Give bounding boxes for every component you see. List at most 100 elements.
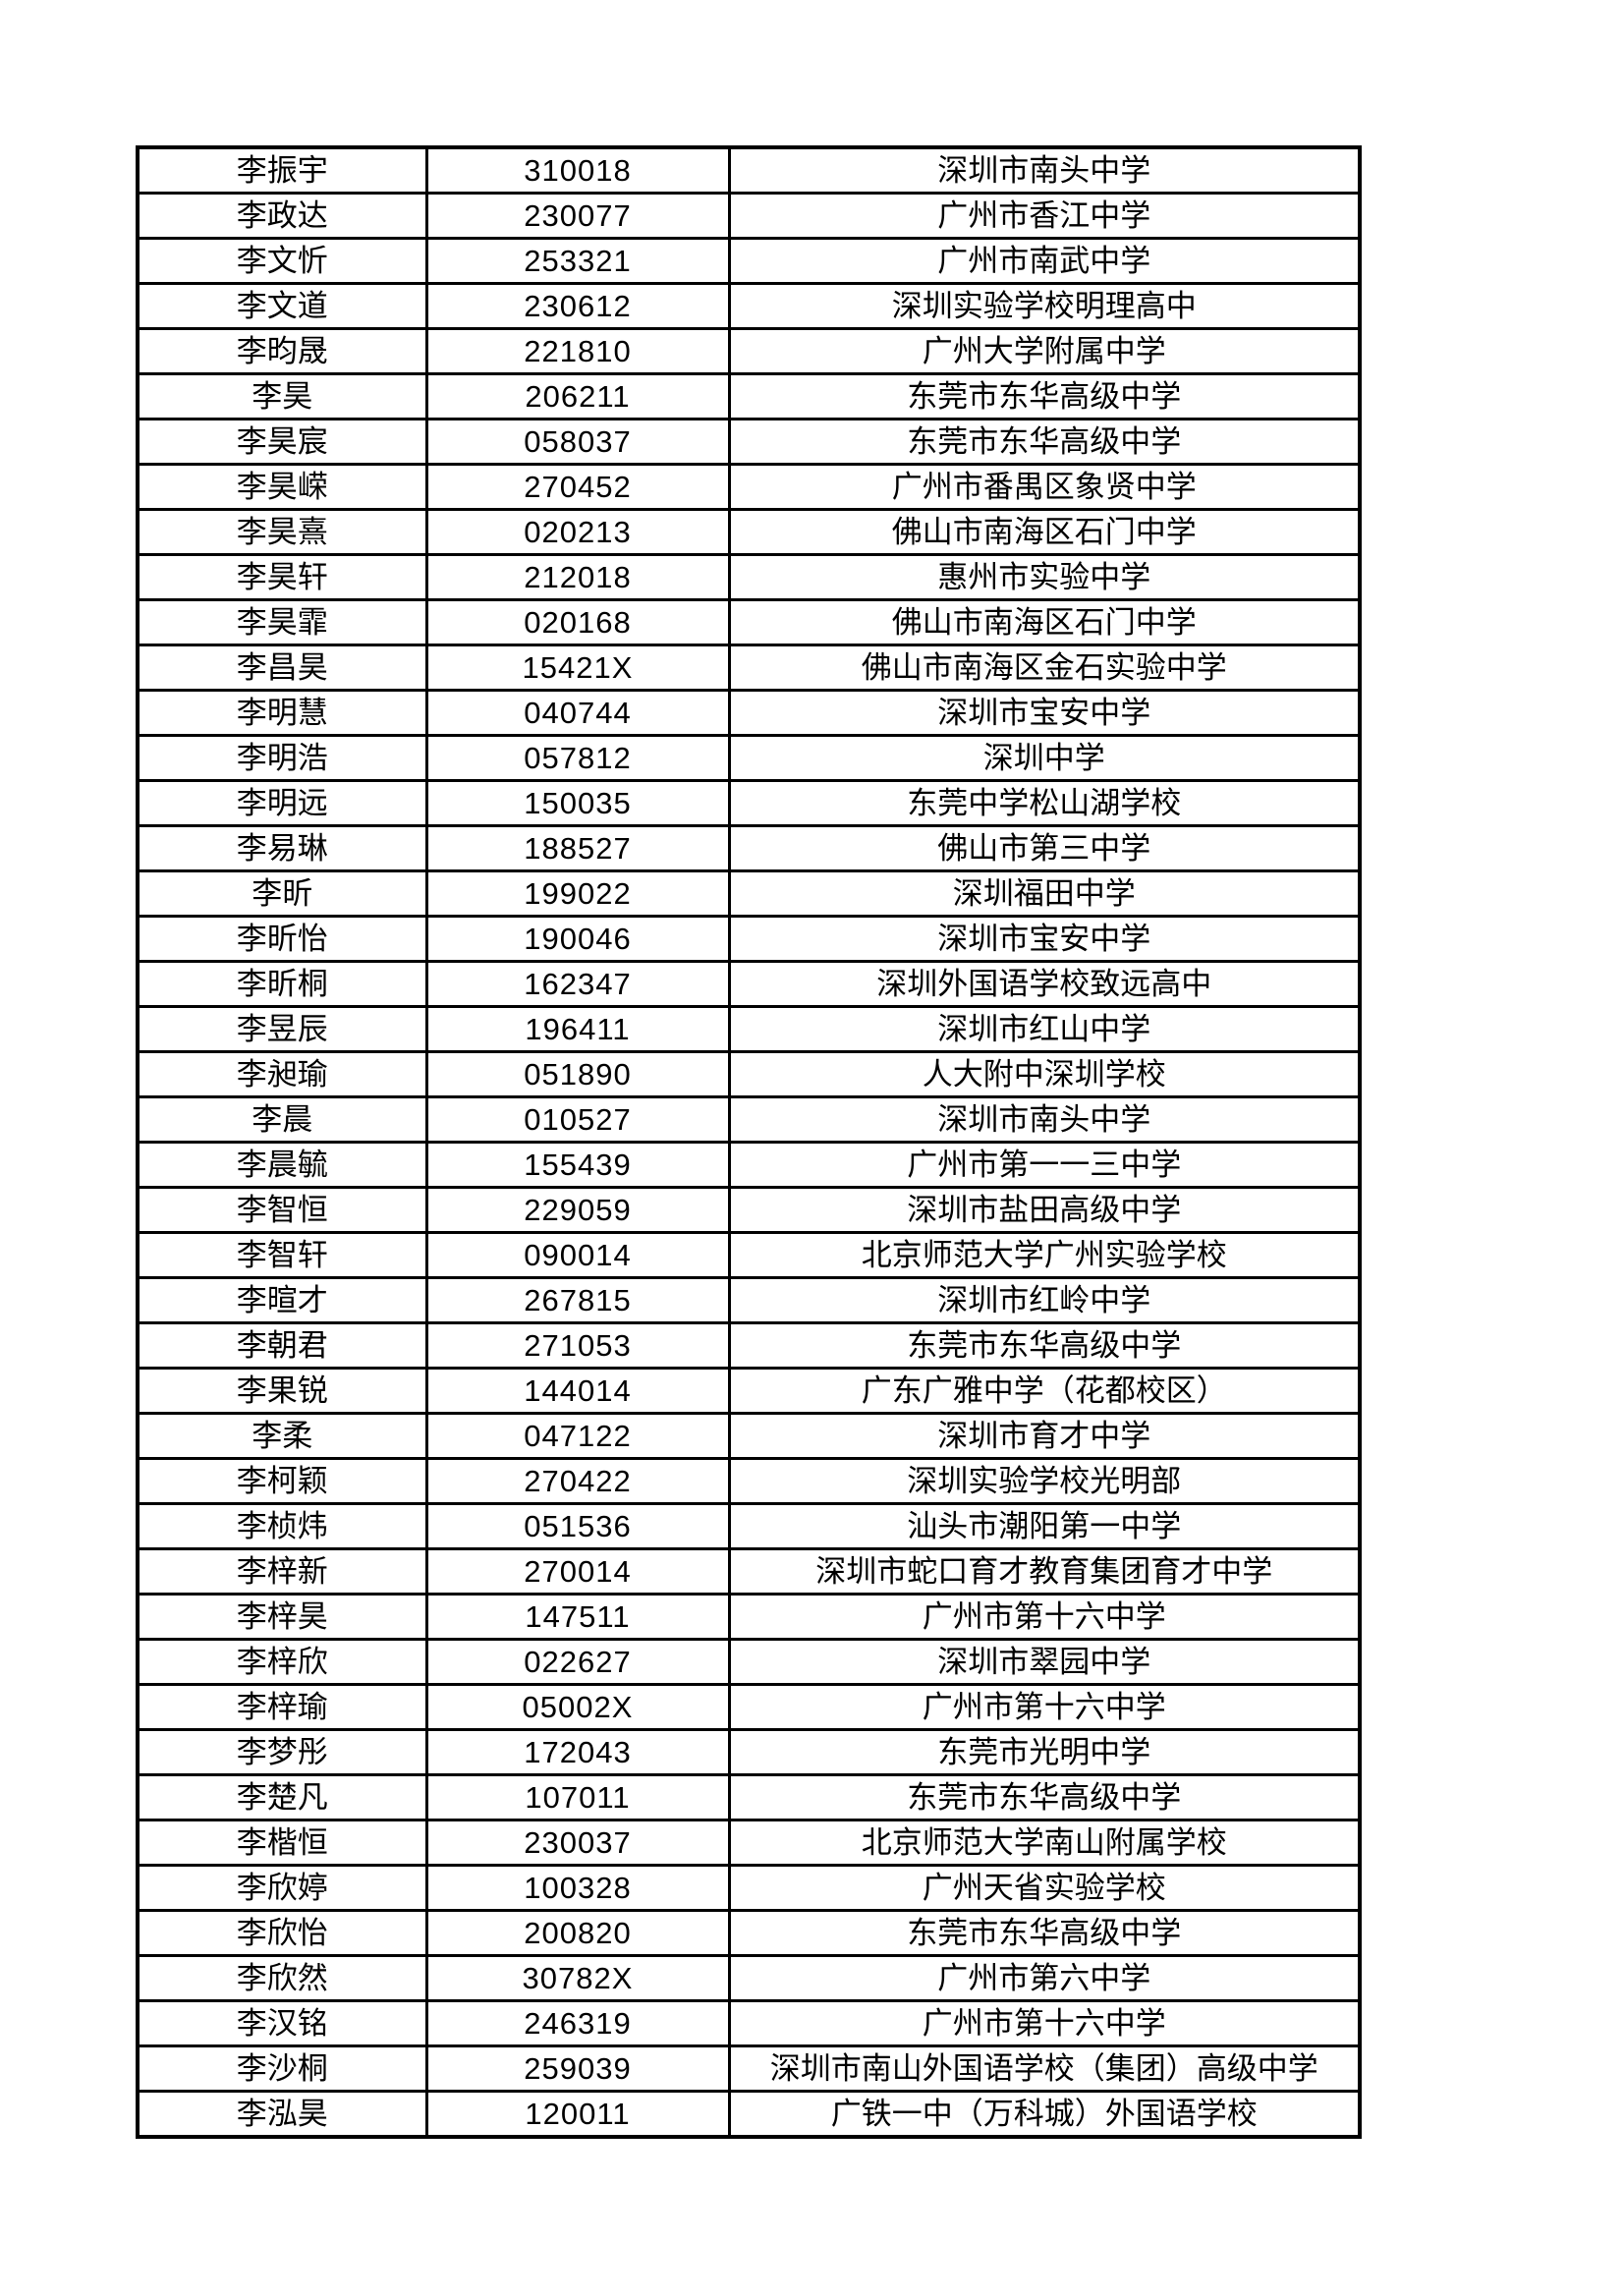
school-cell: 深圳实验学校光明部 <box>727 1457 1362 1505</box>
name-cell: 李易琳 <box>136 824 428 872</box>
table-row: 李昊熹 020213 佛山市南海区石门中学 <box>136 508 1362 556</box>
name-cell: 李政达 <box>136 192 428 240</box>
name-cell: 李昊 <box>136 372 428 420</box>
table-row: 李梓新 270014 深圳市蛇口育才教育集团育才中学 <box>136 1547 1362 1596</box>
school-cell: 深圳市南头中学 <box>727 145 1362 195</box>
school-cell: 深圳市盐田高级中学 <box>727 1186 1362 1234</box>
code-cell: 190046 <box>424 915 731 963</box>
table-row: 李易琳 188527 佛山市第三中学 <box>136 824 1362 872</box>
school-cell: 广州市番禺区象贤中学 <box>727 463 1362 511</box>
table-row: 李梓欣 022627 深圳市翠园中学 <box>136 1638 1362 1686</box>
school-cell: 广州市南武中学 <box>727 237 1362 285</box>
name-cell: 李晨 <box>136 1095 428 1144</box>
table-row: 李欣怡 200820 东莞市东华高级中学 <box>136 1909 1362 1957</box>
name-cell: 李楚凡 <box>136 1773 428 1821</box>
code-cell: 271053 <box>424 1321 731 1370</box>
table-row: 李明浩 057812 深圳中学 <box>136 734 1362 782</box>
code-cell: 090014 <box>424 1231 731 1279</box>
name-cell: 李明慧 <box>136 689 428 737</box>
school-cell: 深圳福田中学 <box>727 869 1362 918</box>
table-row: 李欣婷 100328 广州天省实验学校 <box>136 1864 1362 1912</box>
name-cell: 李梓昊 <box>136 1593 428 1641</box>
name-cell: 李昕桐 <box>136 960 428 1008</box>
table-row: 李明远 150035 东莞中学松山湖学校 <box>136 779 1362 827</box>
code-cell: 15421X <box>424 644 731 692</box>
school-cell: 东莞市东华高级中学 <box>727 1909 1362 1957</box>
table-row: 李朝君 271053 东莞市东华高级中学 <box>136 1321 1362 1370</box>
school-cell: 广东广雅中学（花都校区） <box>727 1367 1362 1415</box>
name-cell: 李昕 <box>136 869 428 918</box>
table-row: 李昱辰 196411 深圳市红山中学 <box>136 1005 1362 1053</box>
name-cell: 李文忻 <box>136 237 428 285</box>
code-cell: 057812 <box>424 734 731 782</box>
code-cell: 107011 <box>424 1773 731 1821</box>
school-cell: 深圳市翠园中学 <box>727 1638 1362 1686</box>
code-cell: 246319 <box>424 1999 731 2047</box>
code-cell: 267815 <box>424 1276 731 1324</box>
name-cell: 李柔 <box>136 1412 428 1460</box>
school-cell: 广州市香江中学 <box>727 192 1362 240</box>
code-cell: 253321 <box>424 237 731 285</box>
name-cell: 李柯颖 <box>136 1457 428 1505</box>
name-cell: 李暄才 <box>136 1276 428 1324</box>
name-cell: 李振宇 <box>136 145 428 195</box>
name-cell: 李明远 <box>136 779 428 827</box>
school-cell: 广州市第六中学 <box>727 1954 1362 2002</box>
name-cell: 李朝君 <box>136 1321 428 1370</box>
code-cell: 058037 <box>424 418 731 466</box>
code-cell: 229059 <box>424 1186 731 1234</box>
name-cell: 李昶瑜 <box>136 1050 428 1098</box>
code-cell: 259039 <box>424 2044 731 2093</box>
school-cell: 深圳实验学校明理高中 <box>727 282 1362 330</box>
school-cell: 广州天省实验学校 <box>727 1864 1362 1912</box>
table-row: 李欣然 30782X 广州市第六中学 <box>136 1954 1362 2002</box>
code-cell: 150035 <box>424 779 731 827</box>
name-cell: 李晨毓 <box>136 1141 428 1189</box>
school-cell: 广州大学附属中学 <box>727 327 1362 375</box>
school-cell: 北京师范大学广州实验学校 <box>727 1231 1362 1279</box>
student-roster-table: 李振宇 310018 深圳市南头中学 李政达 230077 广州市香江中学 李文忻 25332… <box>136 145 1362 2139</box>
school-cell: 深圳市宝安中学 <box>727 689 1362 737</box>
table-row: 李智恒 229059 深圳市盐田高级中学 <box>136 1186 1362 1234</box>
code-cell: 147511 <box>424 1593 731 1641</box>
table-row: 李文道 230612 深圳实验学校明理高中 <box>136 282 1362 330</box>
code-cell: 162347 <box>424 960 731 1008</box>
table-row: 李昶瑜 051890 人大附中深圳学校 <box>136 1050 1362 1098</box>
code-cell: 020213 <box>424 508 731 556</box>
table-row: 李政达 230077 广州市香江中学 <box>136 192 1362 240</box>
school-cell: 深圳市红山中学 <box>727 1005 1362 1053</box>
school-cell: 汕头市潮阳第一中学 <box>727 1502 1362 1550</box>
code-cell: 270014 <box>424 1547 731 1596</box>
table-row: 李振宇 310018 深圳市南头中学 <box>136 145 1362 195</box>
table-row: 李昕怡 190046 深圳市宝安中学 <box>136 915 1362 963</box>
school-cell: 广州市第十六中学 <box>727 1593 1362 1641</box>
school-cell: 东莞市光明中学 <box>727 1728 1362 1776</box>
name-cell: 李昀晟 <box>136 327 428 375</box>
name-cell: 李汉铭 <box>136 1999 428 2047</box>
name-cell: 李梓欣 <box>136 1638 428 1686</box>
school-cell: 广铁一中（万科城）外国语学校 <box>727 2090 1362 2139</box>
school-cell: 人大附中深圳学校 <box>727 1050 1362 1098</box>
school-cell: 深圳市蛇口育才教育集团育才中学 <box>727 1547 1362 1596</box>
name-cell: 李昊宸 <box>136 418 428 466</box>
school-cell: 佛山市南海区石门中学 <box>727 598 1362 646</box>
school-cell: 北京师范大学南山附属学校 <box>727 1819 1362 1867</box>
code-cell: 230077 <box>424 192 731 240</box>
table-row: 李桢炜 051536 汕头市潮阳第一中学 <box>136 1502 1362 1550</box>
school-cell: 东莞市东华高级中学 <box>727 1321 1362 1370</box>
table-row: 李文忻 253321 广州市南武中学 <box>136 237 1362 285</box>
table-row: 李泓昊 120011 广铁一中（万科城）外国语学校 <box>136 2090 1362 2139</box>
school-cell: 深圳市南山外国语学校（集团）高级中学 <box>727 2044 1362 2093</box>
code-cell: 040744 <box>424 689 731 737</box>
name-cell: 李欣怡 <box>136 1909 428 1957</box>
code-cell: 100328 <box>424 1864 731 1912</box>
name-cell: 李欣婷 <box>136 1864 428 1912</box>
table-row: 李楷恒 230037 北京师范大学南山附属学校 <box>136 1819 1362 1867</box>
code-cell: 020168 <box>424 598 731 646</box>
code-cell: 310018 <box>424 145 731 195</box>
name-cell: 李明浩 <box>136 734 428 782</box>
table-row: 李果锐 144014 广东广雅中学（花都校区） <box>136 1367 1362 1415</box>
code-cell: 206211 <box>424 372 731 420</box>
name-cell: 李智恒 <box>136 1186 428 1234</box>
